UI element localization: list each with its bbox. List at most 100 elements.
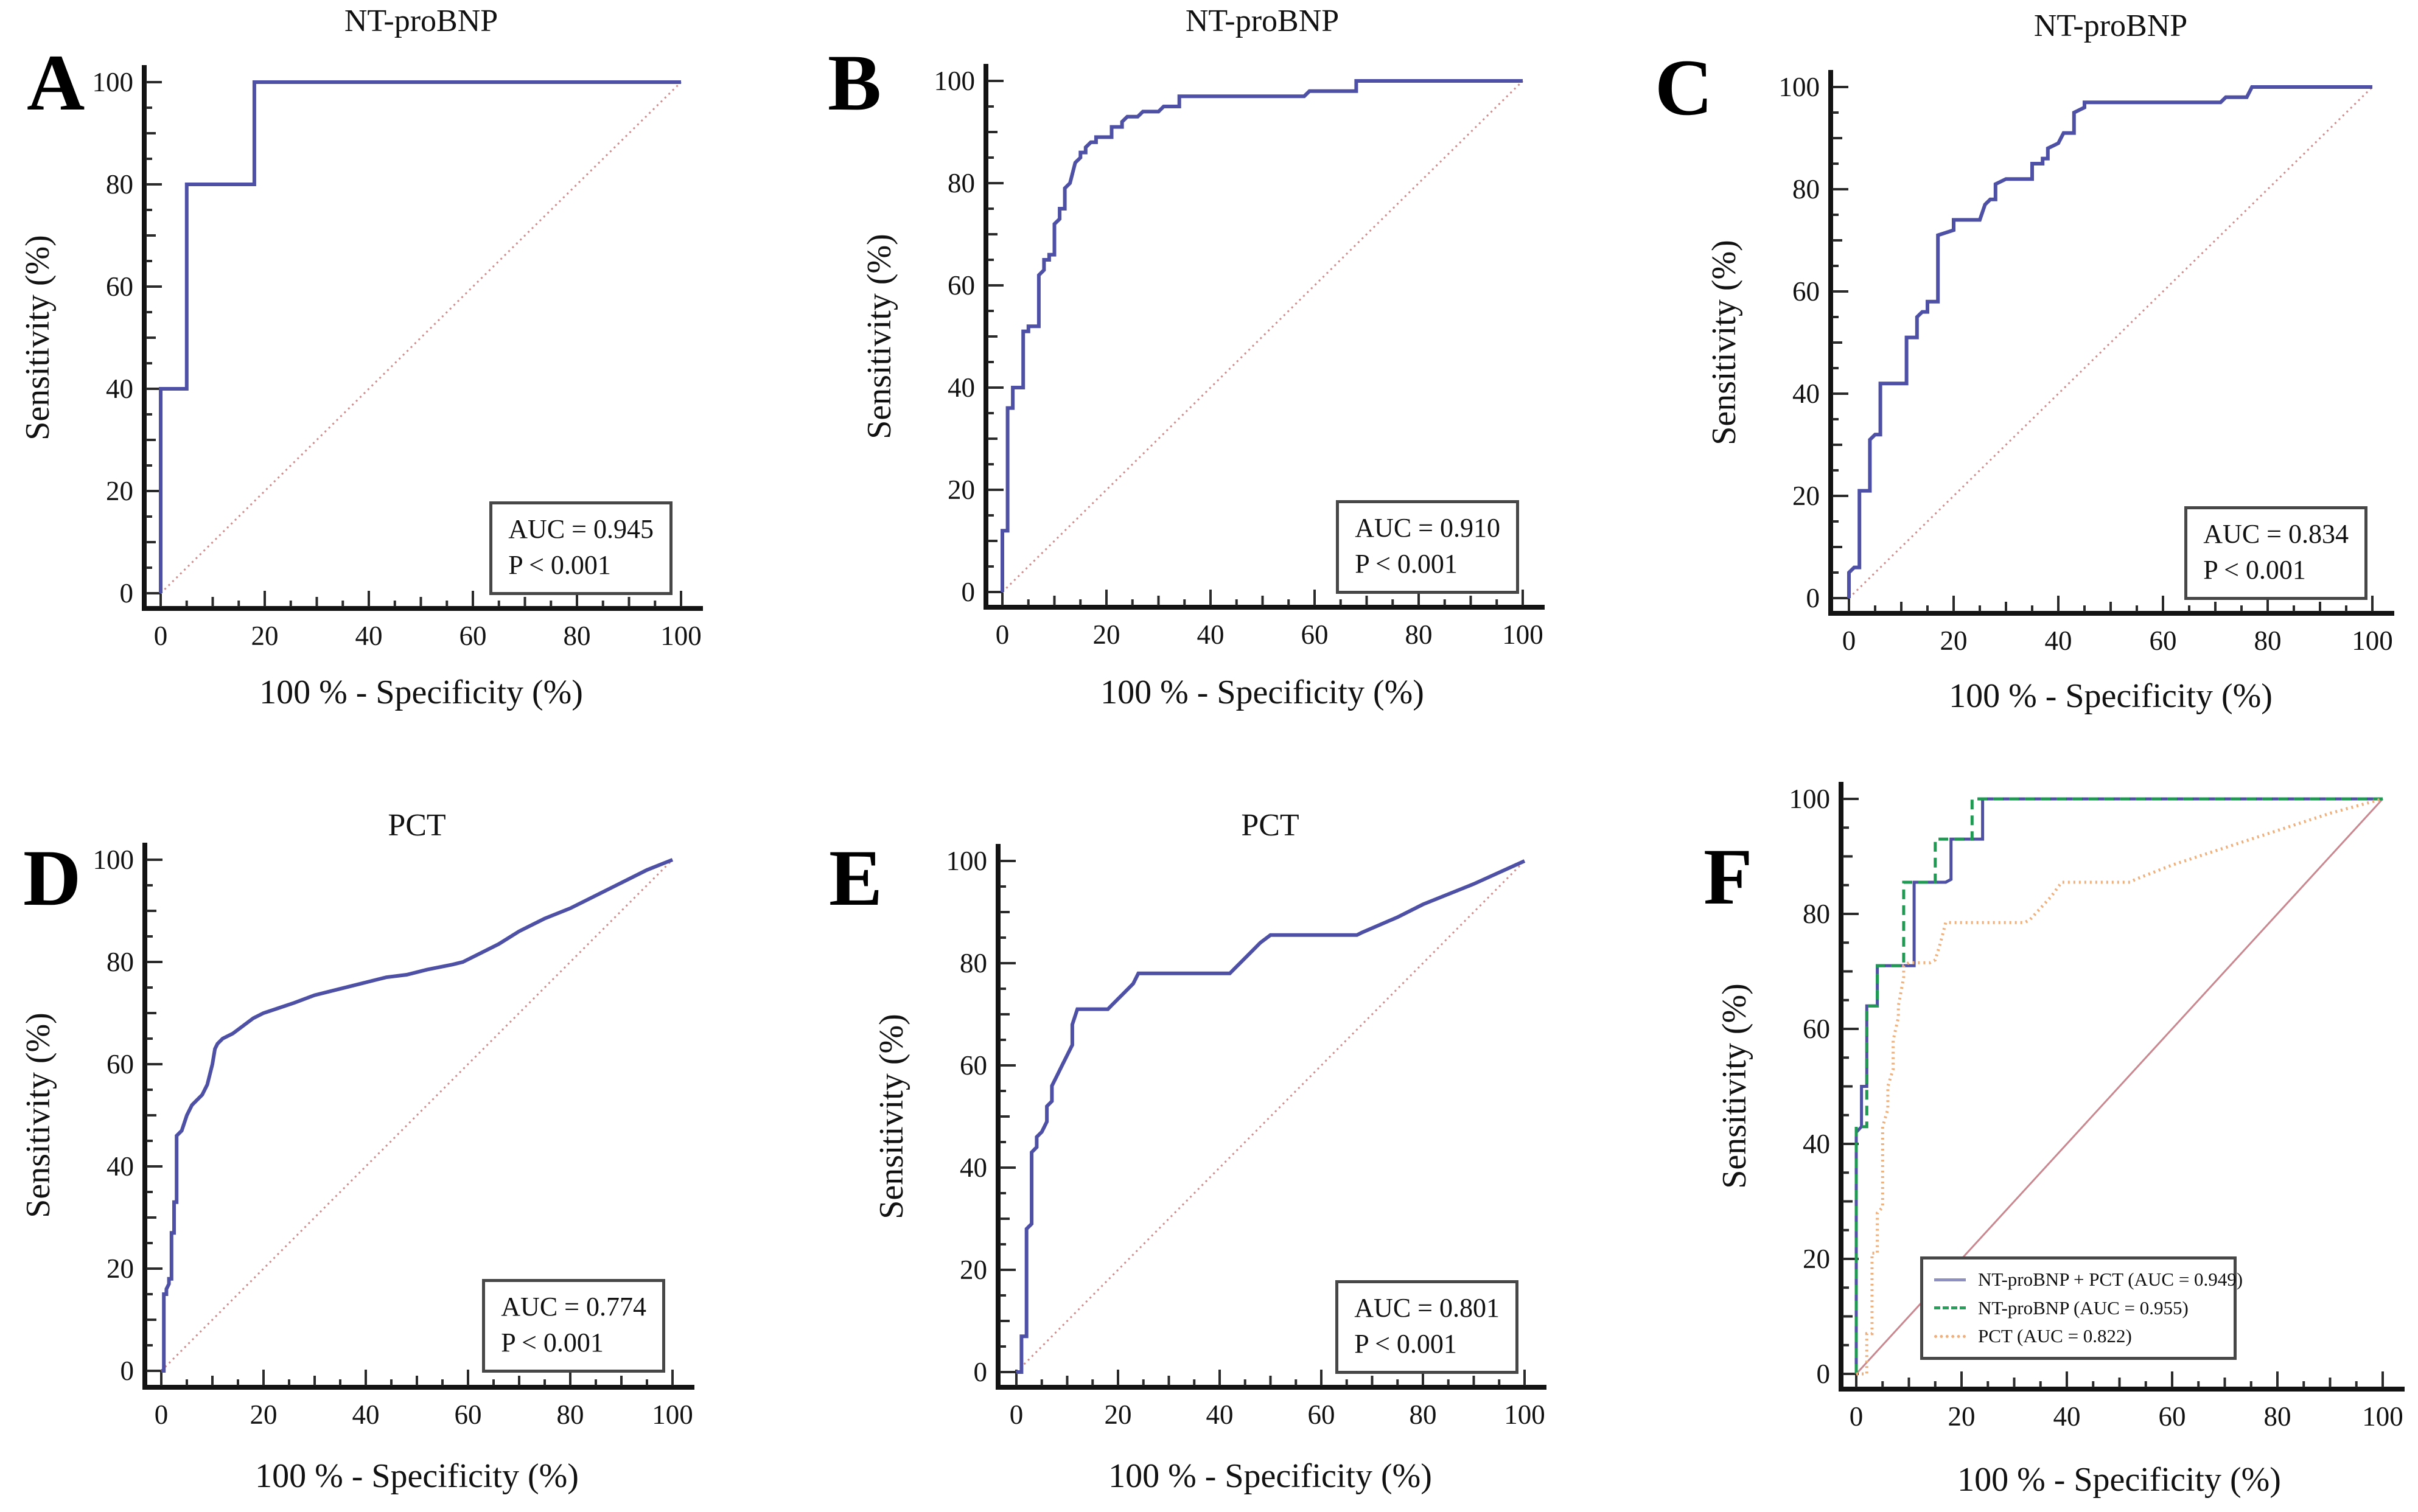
panel-letter-b: B — [828, 38, 882, 127]
y-tick-label: 100 — [934, 66, 976, 96]
legend-line-sample-dotted-icon — [1934, 1334, 1966, 1338]
y-tick-label: 20 — [1792, 481, 1820, 511]
panel-letter-d: D — [23, 833, 82, 922]
x-axis-title-e: 100 % - Specificity (%) — [1108, 1457, 1432, 1495]
y-tick-label: 40 — [1803, 1129, 1830, 1159]
x-tick-label: 100 — [652, 1399, 693, 1430]
roc-curve-nt-probnp — [1847, 85, 2372, 598]
x-tick-label: 40 — [2045, 625, 2072, 656]
x-axis-title-b: 100 % - Specificity (%) — [1100, 674, 1424, 711]
y-tick-label: 0 — [974, 1357, 988, 1387]
y-tick-label: 40 — [106, 374, 133, 404]
x-tick-label: 100 — [2362, 1401, 2403, 1432]
p-value-b: P < 0.001 — [1355, 549, 1458, 579]
legend-line-sample-dashed-icon — [1934, 1306, 1966, 1310]
legend-label-combo: NT-proBNP + PCT (AUC = 0.949) — [1978, 1269, 2243, 1290]
auc-annotation-box-c: AUC = 0.834 P < 0.001 — [2184, 506, 2367, 600]
x-tick-label: 80 — [2264, 1401, 2291, 1432]
y-tick-label: 80 — [948, 168, 975, 198]
x-tick-label: 0 — [154, 621, 168, 651]
roc-curve-nt-probnp — [159, 80, 681, 593]
y-tick-label: 80 — [107, 947, 134, 977]
y-tick-label: 20 — [948, 475, 975, 505]
roc-plot-b: 0 20 40 60 80 100 0 20 40 60 80 100 — [934, 64, 1545, 650]
x-axis-title-f: 100 % - Specificity (%) — [1957, 1461, 2281, 1499]
y-axis-title-e: Sensitivity (%) — [873, 1014, 910, 1219]
x-tick-label: 60 — [1301, 619, 1329, 650]
x-axis-title-d: 100 % - Specificity (%) — [255, 1457, 579, 1495]
roc-curve-nt-probnp — [1854, 797, 2383, 1374]
x-tick-label: 100 — [660, 621, 702, 651]
y-tick-label: 100 — [93, 67, 134, 97]
reference-diagonal — [1848, 86, 2374, 599]
panel-letter-f: F — [1703, 832, 1753, 921]
x-tick-label: 80 — [557, 1399, 584, 1430]
x-tick-label: 80 — [564, 621, 591, 651]
y-tick-label: 40 — [960, 1152, 987, 1183]
x-tick-label: 40 — [355, 621, 383, 651]
y-tick-label: 60 — [106, 271, 133, 302]
x-tick-label: 60 — [2159, 1401, 2186, 1432]
panel-b: 0 20 40 60 80 100 0 20 40 60 80 100 B NT-proBNP Sen… — [806, 0, 1612, 756]
y-tick-label: 60 — [948, 270, 975, 301]
auc-value-a: AUC = 0.945 — [508, 514, 654, 545]
x-axis-title-a: 100 % - Specificity (%) — [259, 674, 583, 711]
y-tick-label: 80 — [1803, 899, 1830, 929]
y-tick-label: 80 — [1792, 174, 1820, 204]
legend-line-sample-solid-icon — [1934, 1278, 1966, 1281]
x-tick-label: 40 — [1206, 1399, 1234, 1430]
x-tick-label: 20 — [1948, 1401, 1976, 1432]
roc-curve-nt-probnp — [1001, 79, 1523, 592]
x-tick-label: 20 — [1093, 619, 1120, 650]
auc-value-b: AUC = 0.910 — [1355, 513, 1500, 543]
legend-row-combo: NT-proBNP + PCT (AUC = 0.949) — [1934, 1266, 2243, 1294]
chart-title-c: NT-proBNP — [2033, 9, 2188, 43]
y-tick-label: 80 — [106, 169, 133, 200]
roc-plot-f: 0 20 40 60 80 100 0 20 40 60 80 100 — [1789, 782, 2405, 1432]
chart-title-a: NT-proBNP — [344, 4, 498, 38]
y-tick-label: 40 — [107, 1151, 134, 1182]
auc-value-c: AUC = 0.834 — [2203, 519, 2349, 549]
x-tick-label: 40 — [352, 1399, 380, 1430]
y-axis-title-a: Sensitivity (%) — [19, 235, 57, 441]
panel-e: 0 20 40 60 80 100 0 20 40 60 80 100 E PCT Sensitivi… — [806, 756, 1612, 1512]
roc-plot-a: 0 20 40 60 80 100 0 20 40 60 80 100 — [93, 65, 703, 651]
roc-curve-pct — [161, 858, 674, 1373]
y-axis-title-b: Sensitivity (%) — [861, 234, 898, 439]
x-tick-label: 80 — [2254, 625, 2282, 656]
panel-letter-a: A — [27, 38, 85, 127]
x-tick-label: 40 — [1197, 619, 1225, 650]
y-tick-label: 80 — [960, 948, 987, 978]
auc-annotation-box-b: AUC = 0.910 P < 0.001 — [1336, 500, 1519, 594]
y-tick-label: 0 — [962, 577, 976, 607]
y-tick-label: 20 — [106, 476, 133, 506]
reference-diagonal — [159, 81, 682, 594]
chart-title-b: NT-proBNP — [1185, 4, 1340, 38]
y-tick-label: 20 — [960, 1255, 987, 1285]
y-tick-label: 0 — [1817, 1359, 1831, 1389]
p-value-d: P < 0.001 — [501, 1328, 604, 1358]
x-tick-label: 100 — [1502, 619, 1543, 650]
panel-letter-e: E — [829, 833, 883, 922]
panel-d: 0 20 40 60 80 100 0 20 40 60 80 100 D PCT Sensitivi… — [0, 756, 806, 1512]
y-tick-label: 100 — [93, 845, 135, 875]
legend: NT-proBNP + PCT (AUC = 0.949) NT-proBNP … — [1920, 1256, 2243, 1360]
y-tick-label: 60 — [1792, 276, 1820, 307]
chart-title-e: PCT — [1241, 808, 1299, 843]
panel-a: 0 20 40 60 80 100 0 20 40 60 80 100 A NT-proBNP Sen… — [0, 0, 806, 756]
legend-row-pct: PCT (AUC = 0.822) — [1934, 1322, 2223, 1351]
auc-annotation-box-d: AUC = 0.774 P < 0.001 — [482, 1279, 665, 1373]
x-tick-label: 20 — [1940, 625, 1968, 656]
x-tick-label: 0 — [1850, 1401, 1864, 1432]
x-tick-label: 100 — [1504, 1399, 1545, 1430]
x-tick-label: 20 — [251, 621, 279, 651]
panel-letter-c: C — [1655, 43, 1713, 132]
x-tick-label: 0 — [155, 1399, 169, 1430]
x-tick-label: 40 — [2053, 1401, 2081, 1432]
chart-title-d: PCT — [388, 808, 446, 843]
auc-annotation-box-a: AUC = 0.945 P < 0.001 — [489, 501, 673, 595]
auc-value-d: AUC = 0.774 — [501, 1292, 646, 1322]
panel-f: 0 20 40 60 80 100 0 20 40 60 80 100 F Sensitivity (… — [1612, 756, 2418, 1512]
x-tick-label: 0 — [1010, 1399, 1024, 1430]
y-axis-title-f: Sensitivity (%) — [1716, 983, 1753, 1189]
